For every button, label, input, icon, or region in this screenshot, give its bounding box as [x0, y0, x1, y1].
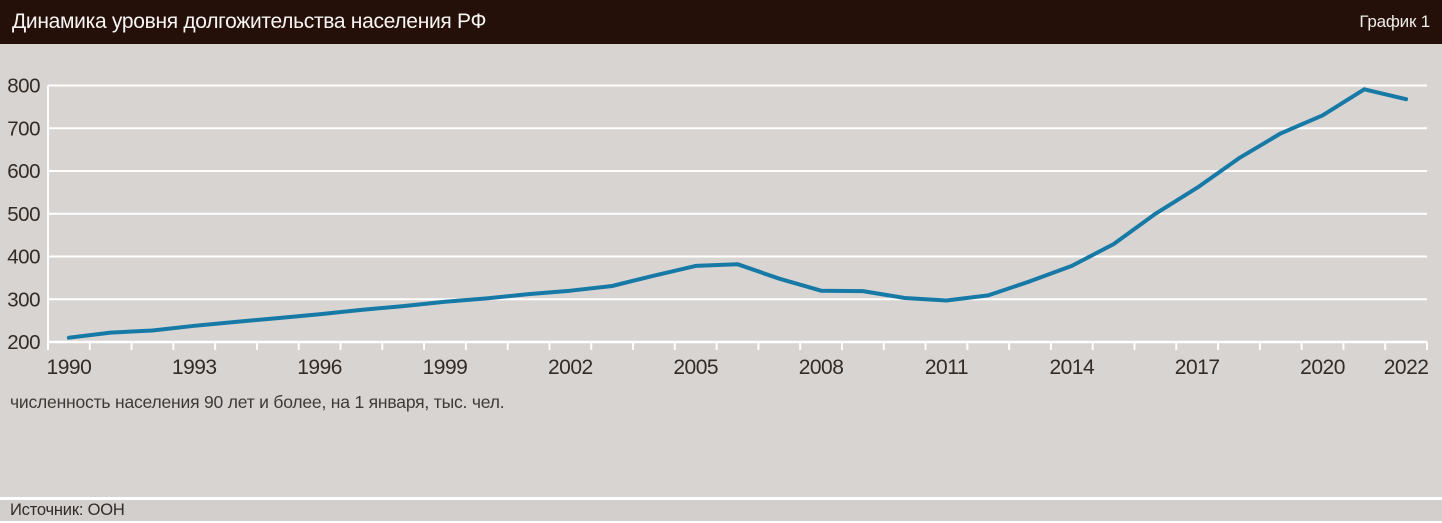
x-axis-tick-label: 2014: [1049, 356, 1095, 379]
line-chart: 200 300 400 500 600 700 800 1990 1993 1996 1999 200…: [7, 75, 1429, 380]
header-bar: Динамика уровня долгожительства населени…: [0, 0, 1442, 44]
y-axis-tick-label: 300: [7, 288, 40, 311]
x-axis-tick-label: 2005: [673, 356, 718, 379]
x-axis-tick-label: 1996: [297, 356, 342, 379]
y-axis-tick-label: 200: [7, 331, 40, 354]
x-axis-tick-label: 2017: [1175, 356, 1220, 379]
x-axis-tick-label: 2011: [925, 356, 968, 379]
x-axis-tick-label: 1990: [47, 356, 92, 379]
chart-number-label: График 1: [1359, 12, 1430, 31]
y-axis-tick-label: 500: [7, 203, 40, 226]
chart-panel: 200 300 400 500 600 700 800 1990 1993 1996 1999 200…: [0, 44, 1442, 497]
chart-note: численность населения 90 лет и более, на…: [10, 392, 505, 412]
y-axis-tick-label: 800: [7, 75, 40, 98]
x-axis-tick-label: 2002: [548, 356, 593, 379]
y-axis-tick-label: 400: [7, 246, 40, 269]
x-axis-tick-label: 2020: [1300, 356, 1345, 379]
page-title: Динамика уровня долгожительства населени…: [12, 10, 487, 33]
y-axis-tick-label: 700: [7, 117, 40, 140]
x-axis-tick-label: 2008: [799, 356, 844, 379]
x-axis-tick-label: 1993: [172, 356, 217, 379]
source-label: Источник: ООН: [10, 501, 125, 519]
footer-bar: Источник: ООН: [0, 500, 1442, 521]
x-axis-tick-label: 1999: [423, 356, 468, 379]
y-axis-tick-label: 600: [7, 160, 40, 183]
x-axis-tick-label: 2022: [1384, 356, 1429, 379]
data-series-line: [66, 87, 1409, 340]
